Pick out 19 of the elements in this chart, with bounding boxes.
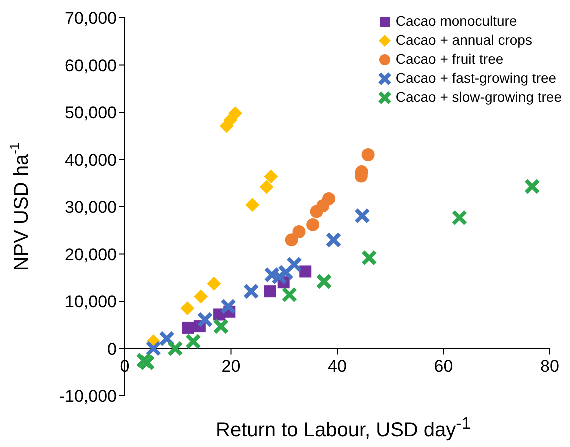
legend-label: Cacao monoculture [396, 12, 518, 31]
x-tick-label: 40 [328, 357, 347, 376]
y-tick-label: 0 [108, 340, 117, 359]
y-tick-label: 50,000 [65, 104, 117, 123]
x-tick-label: 60 [434, 357, 454, 376]
legend-label: Cacao + slow-growing tree [396, 88, 562, 107]
x-tick-label: 20 [222, 357, 241, 376]
legend-label: Cacao + fast-growing tree [396, 69, 557, 88]
y-tick-label: 70,000 [65, 9, 117, 28]
x-axis-title: Return to Labour, USD day$^{-1}$ [215, 414, 472, 443]
y-tick-label: 40,000 [65, 150, 117, 170]
legend-label: Cacao + annual crops [396, 31, 532, 50]
y-tick-label: 10,000 [65, 292, 117, 312]
x-tick-label: 80 [540, 357, 560, 376]
legend-label: Cacao + fruit tree [396, 50, 504, 69]
y-tick-label: 30,000 [65, 198, 117, 218]
y-tick-label: 20,000 [65, 245, 117, 264]
y-tick-label: 60,000 [65, 56, 117, 76]
y-tick-label: -10,000 [59, 387, 117, 406]
